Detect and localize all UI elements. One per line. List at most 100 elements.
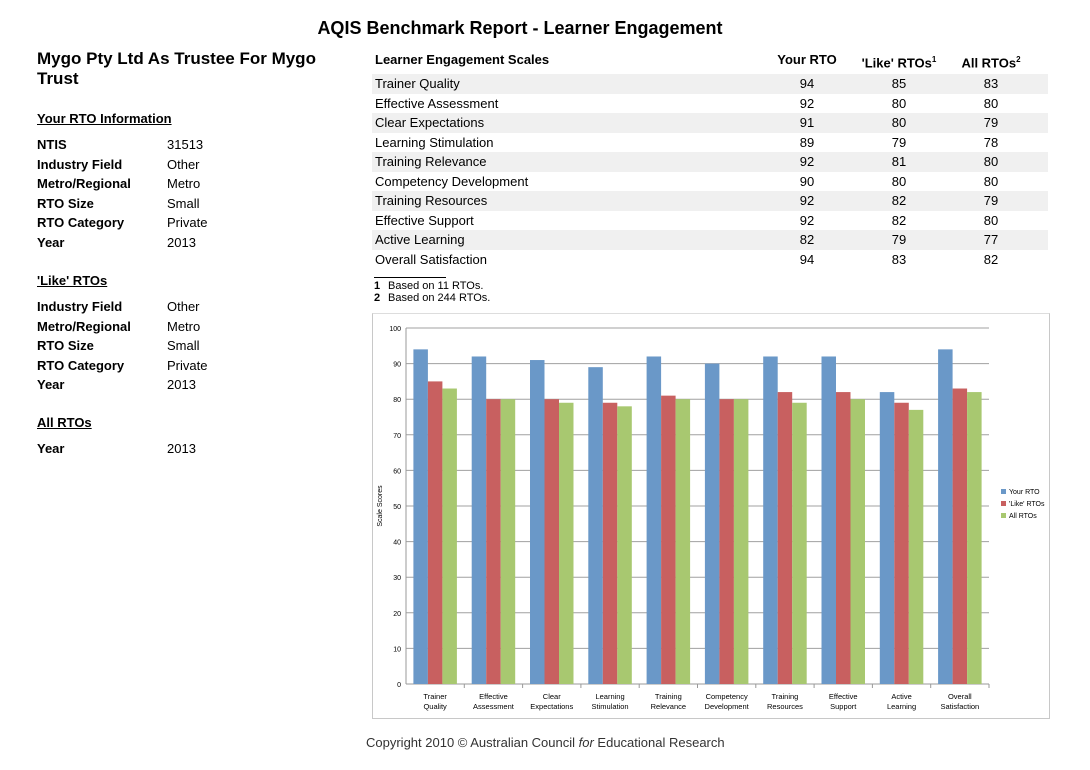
score-cell: 92	[799, 154, 815, 169]
table-row: Effective Support 92 82 80	[372, 211, 1048, 231]
table-row: Competency Development 90 80 80	[372, 172, 1048, 192]
info-value: 2013	[167, 441, 196, 456]
info-label: Year	[37, 441, 65, 456]
score-cell: 81	[891, 154, 907, 169]
info-row: Metro/Regional Metro	[37, 319, 337, 334]
score-cell: 92	[799, 193, 815, 208]
score-cell: 91	[799, 115, 815, 130]
scale-name: Clear Expectations	[375, 115, 485, 130]
bar-yourrto	[471, 356, 487, 684]
bar-allrtos	[617, 406, 632, 684]
y-tick-label: 100	[389, 326, 401, 333]
x-tick-label: Effective	[479, 692, 508, 701]
table-row: Effective Assessment 92 80 80	[372, 94, 1048, 114]
x-tick-label: Competency	[706, 692, 748, 701]
info-row: Industry Field Other	[37, 299, 337, 314]
info-label: Metro/Regional	[37, 176, 131, 191]
organisation-name: Mygo Pty Ltd As Trustee For Mygo Trust	[37, 49, 316, 88]
table-row: Learning Stimulation 89 79 78	[372, 133, 1048, 153]
bar-yourrto	[821, 356, 836, 684]
info-value: 2013	[167, 234, 196, 250]
footnote: 1 Based on 11 RTOs.	[374, 280, 484, 292]
info-value: Other	[167, 156, 200, 172]
x-tick-label: Relevance	[651, 702, 686, 711]
scale-name: Effective Assessment	[375, 95, 499, 111]
info-label: Year	[37, 234, 65, 250]
info-value: Small	[167, 195, 200, 211]
bar-likertos	[894, 402, 909, 684]
info-label: Metro/Regional	[37, 318, 131, 334]
bar-yourrto	[413, 349, 428, 684]
info-row: Year 2013	[37, 441, 337, 456]
table-row: Active Learning 82 79 77	[372, 230, 1048, 250]
x-tick-label: Learning	[595, 692, 624, 701]
bar-likertos	[719, 399, 734, 684]
bar-likertos	[661, 395, 676, 684]
score-cell: 79	[891, 134, 907, 150]
info-row: Industry Field Other	[37, 157, 337, 172]
x-tick-label: Quality	[423, 702, 447, 711]
bar-likertos	[602, 402, 618, 684]
scale-name: Overall Satisfaction	[375, 251, 487, 267]
header-all-rtos: All RTOs2	[961, 55, 1021, 71]
section-heading: 'Like' RTOs	[37, 273, 108, 288]
legend-label: Your RTO	[1009, 489, 1040, 496]
legend-swatch	[1001, 489, 1006, 494]
score-cell: 89	[799, 134, 815, 150]
x-tick-label: Training	[772, 692, 799, 701]
bar-likertos	[952, 388, 968, 684]
info-value: 31513	[167, 137, 204, 152]
x-tick-label: Training	[655, 692, 682, 701]
x-tick-label: Resources	[767, 702, 803, 711]
y-tick-label: 40	[393, 540, 401, 547]
report-title: AQIS Benchmark Report - Learner Engageme…	[317, 18, 723, 38]
scale-name: Learning Stimulation	[375, 134, 494, 150]
info-label: RTO Size	[37, 338, 94, 353]
bar-allrtos	[908, 409, 924, 684]
y-tick-label: 90	[393, 362, 401, 369]
score-cell: 79	[983, 193, 999, 208]
score-cell: 79	[983, 115, 999, 130]
x-tick-label: Expectations	[530, 702, 573, 711]
info-label: RTO Category	[37, 357, 125, 373]
bar-yourrto	[704, 363, 720, 684]
bar-likertos	[836, 392, 851, 684]
bar-allrtos	[500, 399, 516, 684]
y-tick-label: 60	[393, 468, 401, 475]
info-row: Metro/Regional Metro	[37, 176, 337, 191]
x-tick-label: Effective	[829, 692, 858, 701]
table-row: Overall Satisfaction 94 83 82	[372, 250, 1048, 270]
y-axis-label: Scale Scores	[377, 485, 384, 527]
table-row: Trainer Quality 94 85 83	[372, 74, 1048, 94]
bar-likertos	[777, 392, 793, 684]
x-tick-label: Development	[705, 702, 750, 711]
bar-likertos	[486, 399, 501, 684]
x-tick-label: Assessment	[473, 702, 515, 711]
info-value: Metro	[167, 318, 201, 334]
bar-yourrto	[938, 349, 953, 684]
score-cell: 80	[891, 173, 907, 189]
x-tick-label: Trainer	[423, 692, 447, 701]
x-tick-label: Learning	[887, 702, 916, 711]
copyright: Copyright 2010 © Australian Council for …	[366, 735, 725, 750]
score-cell: 92	[799, 212, 815, 228]
score-cell: 83	[891, 251, 907, 267]
legend-swatch	[1001, 513, 1006, 518]
y-tick-label: 80	[393, 397, 401, 404]
scale-name: Training Relevance	[375, 154, 487, 169]
info-label: RTO Category	[37, 215, 125, 230]
score-cell: 82	[891, 212, 907, 228]
info-label: Year	[37, 377, 65, 392]
score-cell: 80	[983, 212, 999, 228]
x-tick-label: Clear	[543, 692, 561, 701]
info-row: RTO Size Small	[37, 196, 337, 211]
table-row: Clear Expectations 91 80 79	[372, 113, 1048, 133]
score-cell: 82	[799, 232, 815, 247]
score-cell: 80	[983, 173, 999, 189]
info-label: Industry Field	[37, 299, 123, 314]
bar-allrtos	[442, 388, 457, 684]
info-value: Small	[167, 338, 200, 353]
info-row: RTO Category Private	[37, 358, 337, 373]
table-row: Training Relevance 92 81 80	[372, 152, 1048, 172]
y-tick-label: 10	[393, 646, 401, 653]
